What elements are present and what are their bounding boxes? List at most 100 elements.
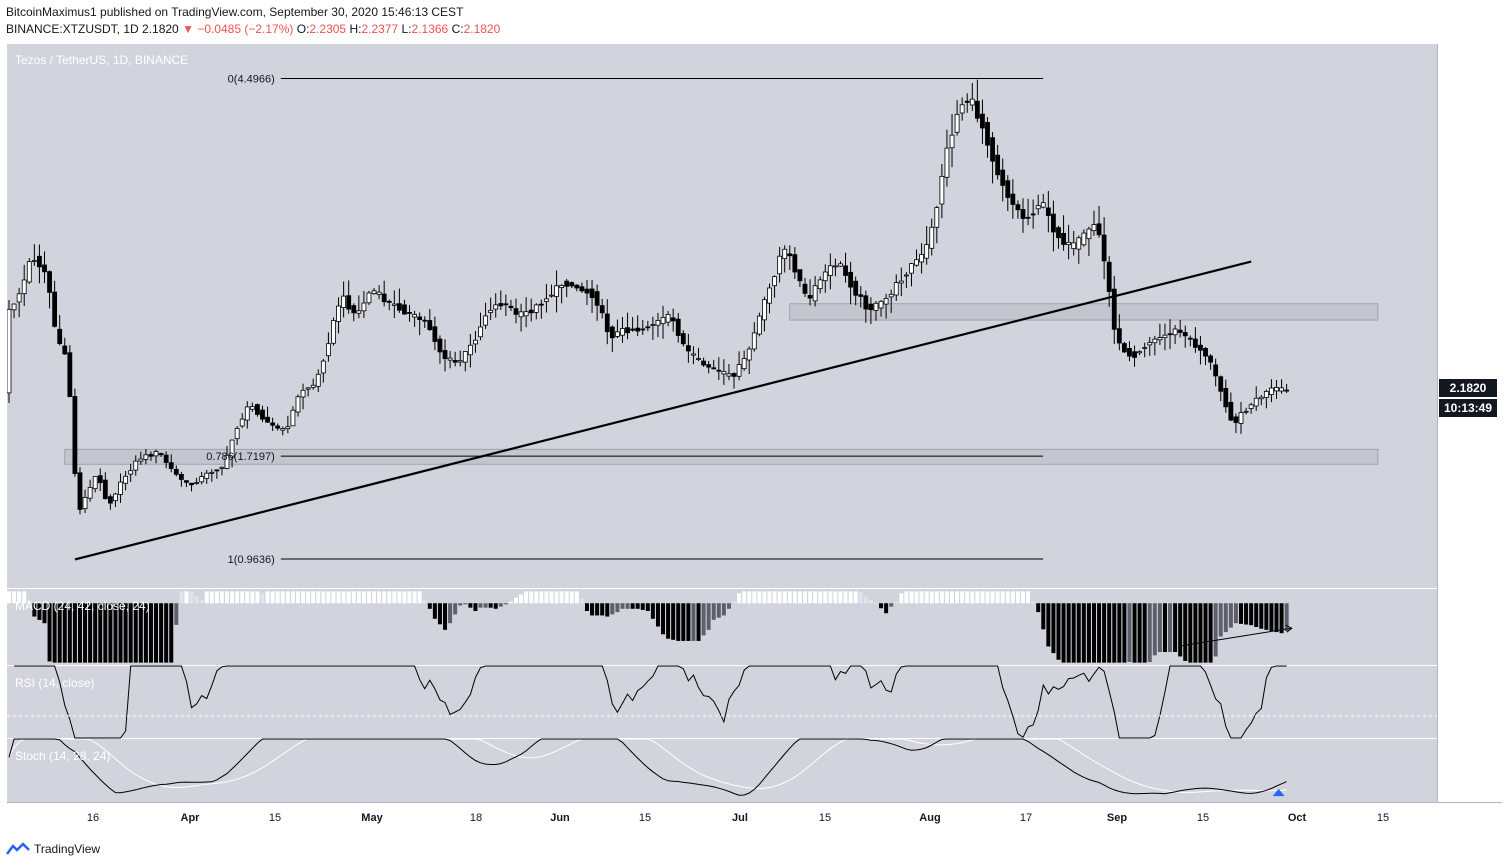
time-tick-label: Apr	[181, 812, 201, 824]
macd-bar	[1132, 603, 1137, 663]
macd-bar	[12, 591, 17, 604]
candle-body	[756, 315, 762, 335]
countdown-tag	[1439, 399, 1497, 417]
chart-area[interactable]: 0(4.4966) 0.786(1.7197) 1(0.9636) 1.0000 1.…	[6, 44, 1502, 834]
candle-body	[549, 294, 554, 297]
candle-body	[934, 207, 940, 228]
candle-body	[108, 496, 113, 504]
macd-tick-label: −0.2000	[1452, 646, 1492, 658]
macd-bar	[1233, 603, 1238, 624]
candle-body	[219, 466, 225, 469]
stoch-k-path	[8, 738, 1287, 796]
macd-bar	[858, 592, 863, 604]
fibonacci-retracement[interactable]: 0(4.4966) 0.786(1.7197) 1(0.9636)	[206, 73, 1044, 566]
candle-body	[1132, 351, 1137, 358]
ascending-trendline[interactable]	[74, 260, 1252, 561]
candle-body	[1035, 205, 1041, 210]
candle-body	[422, 319, 428, 322]
macd-bar	[1208, 603, 1213, 663]
candle-body	[31, 260, 37, 263]
macd-bar	[432, 603, 437, 619]
candle-body	[427, 320, 433, 331]
candle-body	[564, 280, 570, 287]
macd-bar	[970, 591, 975, 604]
stoch-pane[interactable]	[7, 739, 1437, 802]
price-axis[interactable]: 1.00001.50002.00002.50003.00003.50004.00…	[1452, 73, 1492, 804]
macd-bar	[1203, 603, 1208, 663]
candle-body	[320, 360, 326, 374]
macd-bar	[762, 591, 767, 604]
price-pane[interactable]	[7, 44, 1437, 588]
candle-body	[538, 303, 544, 306]
candle-body	[944, 147, 950, 178]
macd-bar	[1269, 603, 1274, 631]
macd-bar	[529, 591, 534, 604]
candle-body	[949, 134, 955, 149]
macd-bar	[1244, 603, 1249, 625]
time-tick-label: 18	[470, 812, 482, 824]
time-tick-label: 16	[87, 812, 99, 824]
candle-body	[985, 122, 990, 146]
macd-bar	[853, 591, 858, 604]
candle-body	[675, 318, 681, 336]
macd-bar	[88, 603, 93, 663]
macd-bar	[143, 603, 148, 663]
candle-body	[503, 303, 509, 306]
macd-bar	[1015, 591, 1020, 604]
candle-body	[72, 396, 78, 474]
candle-body	[843, 265, 848, 276]
publisher-name[interactable]: BitcoinMaximus1	[6, 5, 97, 19]
rsi-path	[14, 665, 1287, 739]
chart-svg[interactable]: 0(4.4966) 0.786(1.7197) 1(0.9636) 1.0000 1.…	[6, 44, 1502, 834]
candle-body	[1096, 223, 1102, 236]
macd-bar	[493, 603, 498, 609]
macd-bar	[1239, 603, 1244, 624]
rsi-pane[interactable]	[7, 666, 1437, 738]
candle-body	[1162, 334, 1168, 339]
macd-bar	[1137, 603, 1142, 663]
macd-tick-label: 0.0000	[1452, 598, 1486, 610]
candle-body	[478, 326, 483, 338]
candle-body	[1248, 404, 1254, 409]
candle-body	[1203, 348, 1208, 357]
macd-bar	[488, 603, 493, 608]
price-tick-label: 1.0000	[1452, 549, 1486, 561]
footer-branding[interactable]: TradingView	[6, 842, 100, 856]
macd-bar	[1117, 603, 1122, 663]
candle-body	[255, 404, 260, 415]
low-value: 2.1366	[411, 22, 449, 36]
candle-body	[493, 304, 499, 310]
symbol-label: BINANCE:XTZUSDT, 1D	[6, 22, 139, 36]
macd-bar	[1026, 591, 1031, 604]
candle-body	[214, 469, 220, 472]
candle-body	[655, 320, 661, 326]
candle-body	[990, 137, 995, 162]
candle-body	[980, 113, 985, 129]
candle-body	[189, 482, 194, 486]
candle-body	[488, 309, 494, 313]
candle-body	[467, 344, 473, 356]
macd-bar	[944, 591, 949, 604]
candle-body	[346, 295, 352, 310]
macd-bar	[508, 601, 513, 604]
macd-bar	[792, 591, 797, 604]
time-axis[interactable]: 16 Apr 15 May 18 Jun 15 Jul 15 Aug 17 Sep 15 Oct 15	[87, 812, 1389, 824]
macd-bar	[27, 599, 32, 604]
candle-body	[300, 389, 306, 398]
time-tick-label: 15	[1197, 812, 1209, 824]
macd-bar	[275, 591, 280, 604]
candle-body	[270, 422, 276, 426]
candle-body	[1238, 412, 1244, 424]
macd-bar	[37, 603, 42, 620]
candle-body	[802, 283, 808, 294]
macd-bar	[1183, 603, 1188, 661]
macd-bar	[1157, 603, 1162, 653]
candle-body	[42, 264, 47, 273]
candle-body	[853, 280, 859, 296]
candle-body	[969, 98, 975, 106]
price-tick-label: 4.5000	[1452, 73, 1486, 85]
macd-bar	[990, 591, 995, 604]
candle-body	[767, 287, 772, 304]
candle-body	[1142, 347, 1148, 349]
symbol-line: BINANCE:XTZUSDT, 1D 2.1820 ▼ −0.0485 (−2…	[6, 22, 500, 36]
